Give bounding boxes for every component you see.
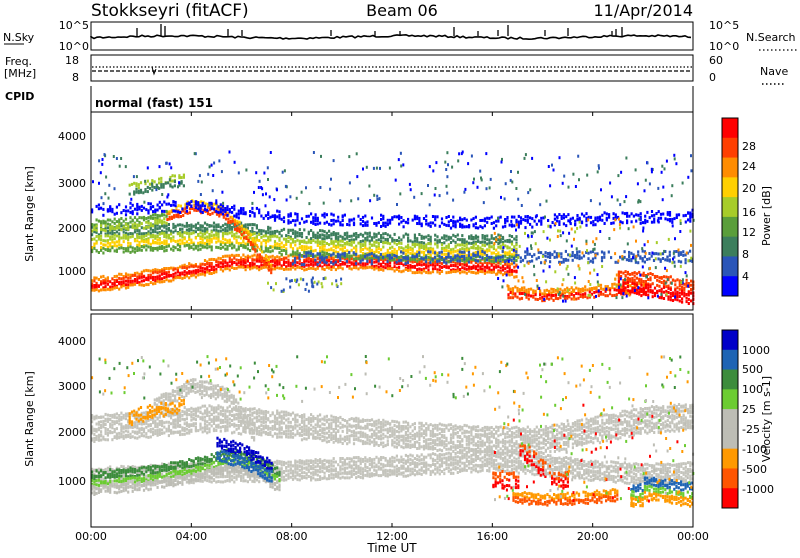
power-colorbar [722,118,738,297]
cpid-panel: CPID normal (fast) 151 [5,86,693,112]
noise-right-tick-bottom: 10^0 [709,40,739,53]
power-cbar-tick-20: 20 [742,182,756,195]
power-cbar-tick-8: 8 [742,248,749,261]
station-title: Stokkseyri (fitACF) [91,1,249,21]
date-title: 11/Apr/2014 [593,1,693,20]
power-ytick-3000: 3000 [58,177,86,190]
cpid-value: normal (fast) 151 [95,96,213,110]
power-ytick-1000: 1000 [58,265,86,278]
noise-left-tick-top: 10^5 [59,19,89,32]
power-ytick-2000: 2000 [58,222,86,235]
nave-tick-bottom: 0 [709,71,716,84]
power-cbar-tick-24: 24 [742,160,756,173]
vel-ytick-3000: 3000 [58,380,86,393]
frequency-panel: Freq. [MHz] 18 8 60 0 Nave [4,54,788,84]
freq-unit: [MHz] [4,67,36,80]
time-tick-label: 00:00 [677,530,709,543]
freq-tick-top: 18 [65,54,79,67]
noise-sky-line [91,35,691,39]
noise-left-tick-bottom: 10^0 [59,40,89,53]
noise-right-label: N.Search [746,31,796,44]
freq-tick-bottom: 8 [72,71,79,84]
vel-ytick-2000: 2000 [58,426,86,439]
noise-right-tick-top: 10^5 [709,19,739,32]
power-colorbar-label: Power [dB] [760,186,773,246]
vel-ytick-4000: 4000 [58,335,86,348]
power-ylabel: Slant Range [km] [23,166,36,262]
time-tick-label: 20:00 [577,530,609,543]
velocity-colorbar-label: Velocity [m s-1] [760,376,773,462]
beam-title: Beam 06 [366,1,438,20]
vel-cbar-tick-minus500: -500 [742,463,767,476]
vel-ylabel: Slant Range [km] [23,371,36,467]
noise-spikes [137,24,622,36]
vel-cbar-tick-1000: 1000 [742,344,770,357]
power-cbar-tick-16: 16 [742,206,756,219]
power-ytick-4000: 4000 [58,130,86,143]
time-tick-label: 08:00 [276,530,308,543]
time-axis-label: Time UT [366,541,417,554]
noise-left-label: N.Sky [3,31,35,44]
nave-tick-top: 60 [709,54,723,67]
power-cbar-tick-28: 28 [742,140,756,153]
time-tick-label: 04:00 [175,530,207,543]
power-panel: 1000 2000 3000 4000 Slant Range [km] 28 … [23,112,773,310]
time-tick-label: 16:00 [476,530,508,543]
velocity-panel: 1000 2000 3000 4000 Slant Range [km] 100… [23,314,774,527]
frequency-panel-frame [91,55,693,81]
vel-cbar-tick-25: 25 [742,403,756,416]
velocity-heatmap [91,355,694,508]
nave-label: Nave [760,65,788,78]
power-cbar-tick-12: 12 [742,226,756,239]
vel-cbar-tick-minus1000: -1000 [742,483,774,496]
vel-cbar-tick-500: 500 [742,363,763,376]
cpid-label: CPID [5,90,34,103]
time-tick-label: 00:00 [75,530,107,543]
power-heatmap [91,151,695,306]
noise-panel: N.Sky 10^5 10^0 10^5 10^0 N.Search [3,19,797,53]
vel-cbar-tick-minus25: -25 [742,423,760,436]
power-cbar-tick-4: 4 [742,270,749,283]
velocity-colorbar [722,330,738,509]
vel-ytick-1000: 1000 [58,475,86,488]
